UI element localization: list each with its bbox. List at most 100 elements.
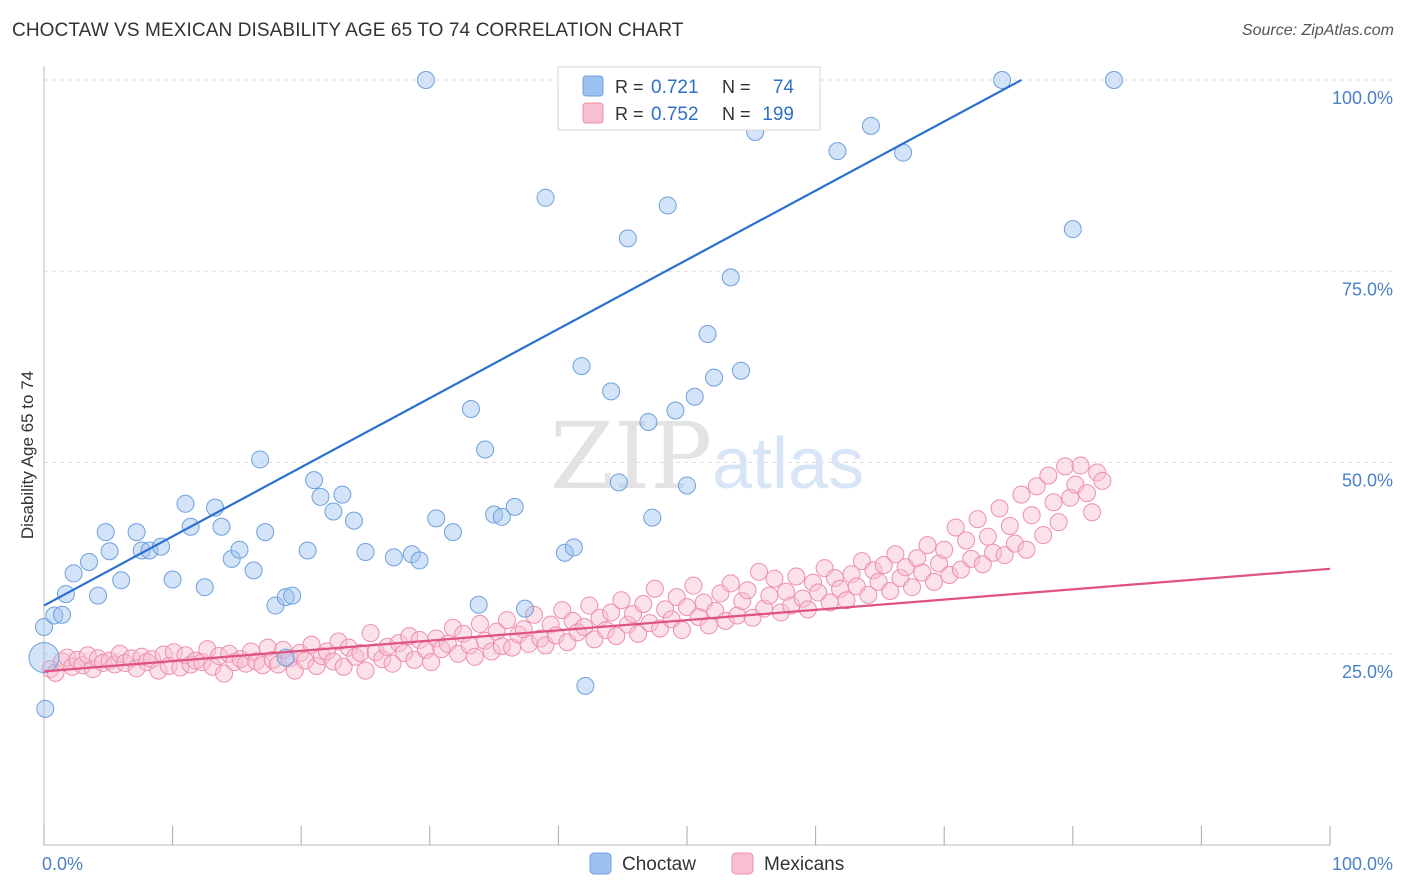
choctaw-legend-label[interactable]: Choctaw bbox=[622, 854, 696, 875]
choctaw-point bbox=[305, 471, 324, 490]
choctaw-point bbox=[555, 543, 574, 562]
mexicans-point bbox=[356, 661, 375, 680]
choctaw-point bbox=[576, 676, 595, 695]
y-tick-label: 25.0% bbox=[1342, 662, 1393, 682]
mexicans-point bbox=[656, 600, 675, 619]
stats-n-value: 74 bbox=[773, 77, 795, 98]
mexicans-point bbox=[738, 581, 757, 600]
choctaw-point bbox=[163, 570, 182, 589]
choctaw-point bbox=[492, 507, 511, 526]
mexicans-point bbox=[400, 627, 419, 646]
mexicans-point bbox=[721, 574, 740, 593]
mexicans-point bbox=[78, 646, 97, 665]
mexicans-point bbox=[361, 624, 380, 643]
mexicans-stats-swatch bbox=[582, 102, 604, 124]
mexicans-point bbox=[1077, 484, 1096, 503]
mexicans-point bbox=[629, 624, 648, 643]
mexicans-point bbox=[760, 586, 779, 605]
choctaw-point bbox=[572, 357, 591, 376]
choctaw-point bbox=[639, 412, 658, 431]
mexicans-point bbox=[793, 589, 812, 608]
mexicans-point bbox=[634, 595, 653, 614]
mexicans-point bbox=[1034, 526, 1053, 545]
choctaw-point bbox=[80, 552, 99, 571]
mexicans-point bbox=[809, 583, 828, 602]
choctaw-legend-swatch[interactable] bbox=[589, 852, 612, 875]
mexicans-point bbox=[1056, 457, 1075, 476]
mexicans-point bbox=[1027, 477, 1046, 496]
choctaw-point bbox=[609, 473, 628, 492]
mexicans-point bbox=[269, 655, 288, 674]
mexicans-point bbox=[465, 647, 484, 666]
mexicans-point bbox=[962, 549, 981, 568]
choctaw-point bbox=[678, 476, 696, 495]
trend-lines bbox=[43, 79, 1331, 673]
choctaw-point bbox=[251, 450, 270, 469]
choctaw-point bbox=[505, 497, 524, 516]
choctaw-point bbox=[732, 361, 751, 380]
mexicans-point bbox=[804, 573, 823, 592]
mexicans-point bbox=[918, 536, 937, 555]
choctaw-point bbox=[256, 523, 275, 542]
mexicans-point bbox=[886, 545, 905, 564]
mexicans-point bbox=[946, 518, 965, 537]
mexicans-point bbox=[881, 582, 900, 601]
mexicans-point bbox=[903, 578, 922, 597]
watermark-zip: ZIP bbox=[550, 403, 712, 510]
choctaw-point bbox=[112, 571, 131, 590]
mexicans-point bbox=[777, 582, 796, 601]
bottom-legend[interactable]: Choctaw Mexicans bbox=[589, 852, 844, 875]
choctaw-point bbox=[53, 605, 72, 624]
choctaw-point bbox=[344, 511, 363, 530]
mexicans-point bbox=[307, 656, 326, 675]
mexicans-point bbox=[422, 653, 441, 672]
choctaw-point bbox=[127, 523, 146, 542]
choctaw-point bbox=[89, 586, 108, 605]
mexicans-point bbox=[1017, 540, 1036, 559]
mexicans-point bbox=[324, 652, 343, 671]
choctaw-point bbox=[311, 487, 330, 506]
choctaw-point bbox=[705, 368, 724, 387]
watermark-atlas: atlas bbox=[712, 424, 864, 504]
choctaw-point bbox=[1063, 220, 1082, 239]
mexicans-point bbox=[612, 591, 631, 610]
mexicans-legend-label[interactable]: Mexicans bbox=[764, 854, 844, 875]
mexicans-point bbox=[366, 643, 385, 662]
mexicans-point bbox=[296, 651, 315, 670]
choctaw-point bbox=[45, 606, 64, 625]
mexicans-point bbox=[940, 565, 959, 584]
mexicans-point bbox=[110, 644, 129, 663]
choctaw-point bbox=[100, 542, 119, 561]
choctaw-point bbox=[602, 382, 621, 401]
mexicans-point bbox=[678, 598, 696, 617]
mexicans-point bbox=[1093, 471, 1112, 490]
choctaw-point bbox=[666, 401, 685, 420]
mexicans-point bbox=[1071, 456, 1090, 475]
stats-r-value: 0.752 bbox=[651, 104, 699, 125]
mexicans-point bbox=[383, 654, 402, 673]
mexicans-point bbox=[395, 643, 414, 662]
choctaw-point bbox=[384, 548, 403, 567]
mexicans-point bbox=[990, 499, 1009, 518]
choctaw-point bbox=[96, 523, 115, 542]
choctaw-point bbox=[298, 541, 317, 560]
mexicans-point bbox=[602, 603, 621, 622]
chart-source: Source: ZipAtlas.com bbox=[1241, 22, 1394, 39]
data-points bbox=[28, 71, 1123, 718]
mexicans-legend-swatch[interactable] bbox=[731, 852, 754, 875]
mexicans-point bbox=[580, 596, 599, 615]
y-tick-label: 100.0% bbox=[1332, 88, 1393, 108]
mexicans-point bbox=[957, 531, 976, 550]
mexicans-trend-line bbox=[43, 567, 1331, 673]
mexicans-point bbox=[1044, 493, 1063, 512]
choctaw-point bbox=[564, 538, 583, 557]
mexicans-point bbox=[607, 627, 626, 646]
choctaw-point bbox=[461, 399, 480, 418]
mexicans-point bbox=[541, 615, 560, 634]
choctaw-stats-swatch bbox=[582, 75, 604, 97]
x-tick-label: 0.0% bbox=[42, 854, 83, 874]
mexicans-point bbox=[968, 510, 987, 529]
mexicans-point bbox=[787, 567, 806, 586]
choctaw-point bbox=[36, 699, 55, 718]
mexicans-point bbox=[750, 562, 769, 581]
